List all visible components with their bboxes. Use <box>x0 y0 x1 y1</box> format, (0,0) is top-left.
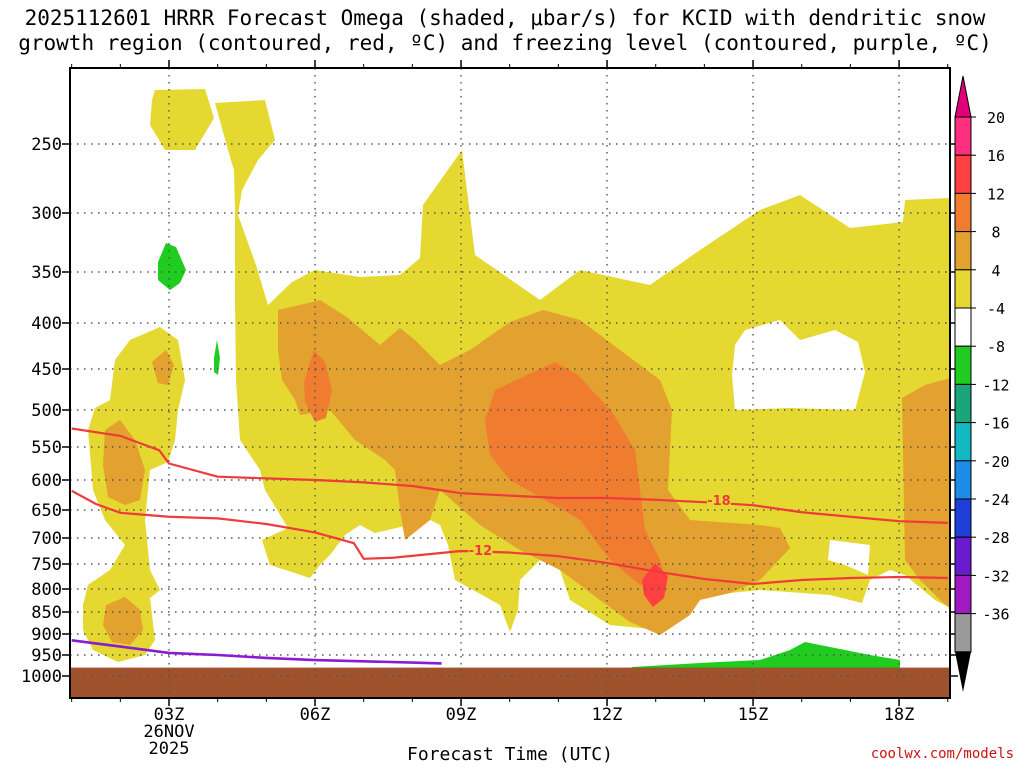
colorbar-label: 20 <box>987 109 1005 127</box>
colorbar-label: -16 <box>982 415 1009 433</box>
colorbar: 20 16 12 8 4 -4 -8 -12 -16 -20 -24 -28 -32 -36 <box>954 75 1010 692</box>
colorbar-segment <box>954 383 972 424</box>
contour-label-minus18: -18 <box>707 494 731 509</box>
y-tick-label-1000: 1000 <box>21 667 62 687</box>
colorbar-label: -12 <box>982 376 1009 394</box>
x-tick-label-12Z: 12Z <box>592 705 623 725</box>
colorbar-label: -28 <box>982 529 1009 547</box>
dgz-contour-minus18 <box>71 427 948 524</box>
colorbar-label: -36 <box>982 606 1009 624</box>
colorbar-label: -20 <box>982 453 1009 471</box>
omega-12-16-main <box>485 362 665 585</box>
colorbar-label: -24 <box>982 491 1009 509</box>
contour-layer: -12 -18 <box>71 427 948 665</box>
colorbar-label: -8 <box>987 338 1005 356</box>
colorbar-segment <box>954 574 972 615</box>
title-line-1: 2025112601 HRRR Forecast Omega (shaded, … <box>24 6 986 30</box>
x-tick-sublabel-date: 26NOV <box>143 722 194 742</box>
omega-fill-layer <box>70 89 950 698</box>
y-tick-label-950: 950 <box>31 646 62 666</box>
y-tick-label-600: 600 <box>31 471 62 491</box>
omega-neg4-blob-thin <box>214 340 220 375</box>
colorbar-segment <box>954 498 972 538</box>
y-tick-label-700: 700 <box>31 529 62 549</box>
omega-neg4-blob-upper <box>158 243 186 290</box>
y-tick-label-400: 400 <box>31 314 62 334</box>
omega-8-12-left-low <box>103 597 143 645</box>
omega-gap-small <box>828 540 870 575</box>
omega-16-20-core <box>642 563 668 607</box>
colorbar-label: 8 <box>991 224 1000 242</box>
colorbar-label: 4 <box>991 262 1000 280</box>
colorbar-segment <box>954 536 972 576</box>
title-line-2: growth region (contoured, red, ºC) and f… <box>18 31 992 55</box>
contour-label-bg <box>706 491 731 507</box>
omega-12-16-small <box>304 350 332 422</box>
colorbar-label: 16 <box>987 147 1005 165</box>
colorbar-segment <box>954 460 972 500</box>
grid-layer <box>70 68 950 698</box>
colorbar-segment <box>954 154 972 194</box>
colorbar-label: -32 <box>982 567 1009 585</box>
colorbar-label: -4 <box>987 300 1005 318</box>
colorbar-segment <box>954 422 972 462</box>
x-tick-label-18Z: 18Z <box>884 705 915 725</box>
y-tick-label-650: 650 <box>31 501 62 521</box>
y-tick-label-750: 750 <box>31 555 62 575</box>
colorbar-segment <box>954 345 972 385</box>
x-axis-label: Forecast Time (UTC) <box>407 744 613 765</box>
colorbar-segment <box>954 231 972 271</box>
x-tick-label-06Z: 06Z <box>300 705 331 725</box>
colorbar-segment <box>954 116 972 156</box>
y-tick-label-850: 850 <box>31 603 62 623</box>
colorbar-segment <box>954 269 972 309</box>
colorbar-label: 12 <box>987 185 1005 203</box>
x-tick-label-15Z: 15Z <box>738 705 769 725</box>
freezing-level-line <box>71 639 442 665</box>
omega-gap-right <box>732 320 865 410</box>
omega-neg4-band-low <box>630 642 900 670</box>
x-tick-label-03Z: 03Z <box>154 705 185 725</box>
y-tick-label-500: 500 <box>31 401 62 421</box>
y-tick-label-900: 900 <box>31 625 62 645</box>
contour-label-bg <box>468 541 493 557</box>
y-tick-label-350: 350 <box>31 263 62 283</box>
y-tick-label-250: 250 <box>31 135 62 155</box>
dgz-contour-minus12 <box>71 489 948 586</box>
y-tick-label-450: 450 <box>31 360 62 380</box>
omega-8-12-right <box>902 378 950 608</box>
x-tick-label-09Z: 09Z <box>446 705 477 725</box>
colorbar-segment <box>954 192 972 233</box>
omega-4-8-upper-left <box>150 89 214 150</box>
colorbar-top-arrow <box>954 75 972 118</box>
colorbar-segment <box>954 613 972 653</box>
chart-title: 2025112601 HRRR Forecast Omega (shaded, … <box>0 6 1010 56</box>
y-tick-label-300: 300 <box>31 204 62 224</box>
y-tick-label-800: 800 <box>31 580 62 600</box>
credit-text: coolwx.com/models <box>870 746 1014 762</box>
colorbar-segment <box>954 307 972 347</box>
y-axis: 2503003504004505005506006507007508008509… <box>21 135 958 687</box>
x-tick-sublabel-year: 2025 <box>149 739 190 759</box>
contour-label-minus12: -12 <box>469 544 493 559</box>
terrain-ground <box>70 667 950 698</box>
colorbar-bottom-arrow <box>955 651 971 692</box>
y-tick-label-550: 550 <box>31 438 62 458</box>
